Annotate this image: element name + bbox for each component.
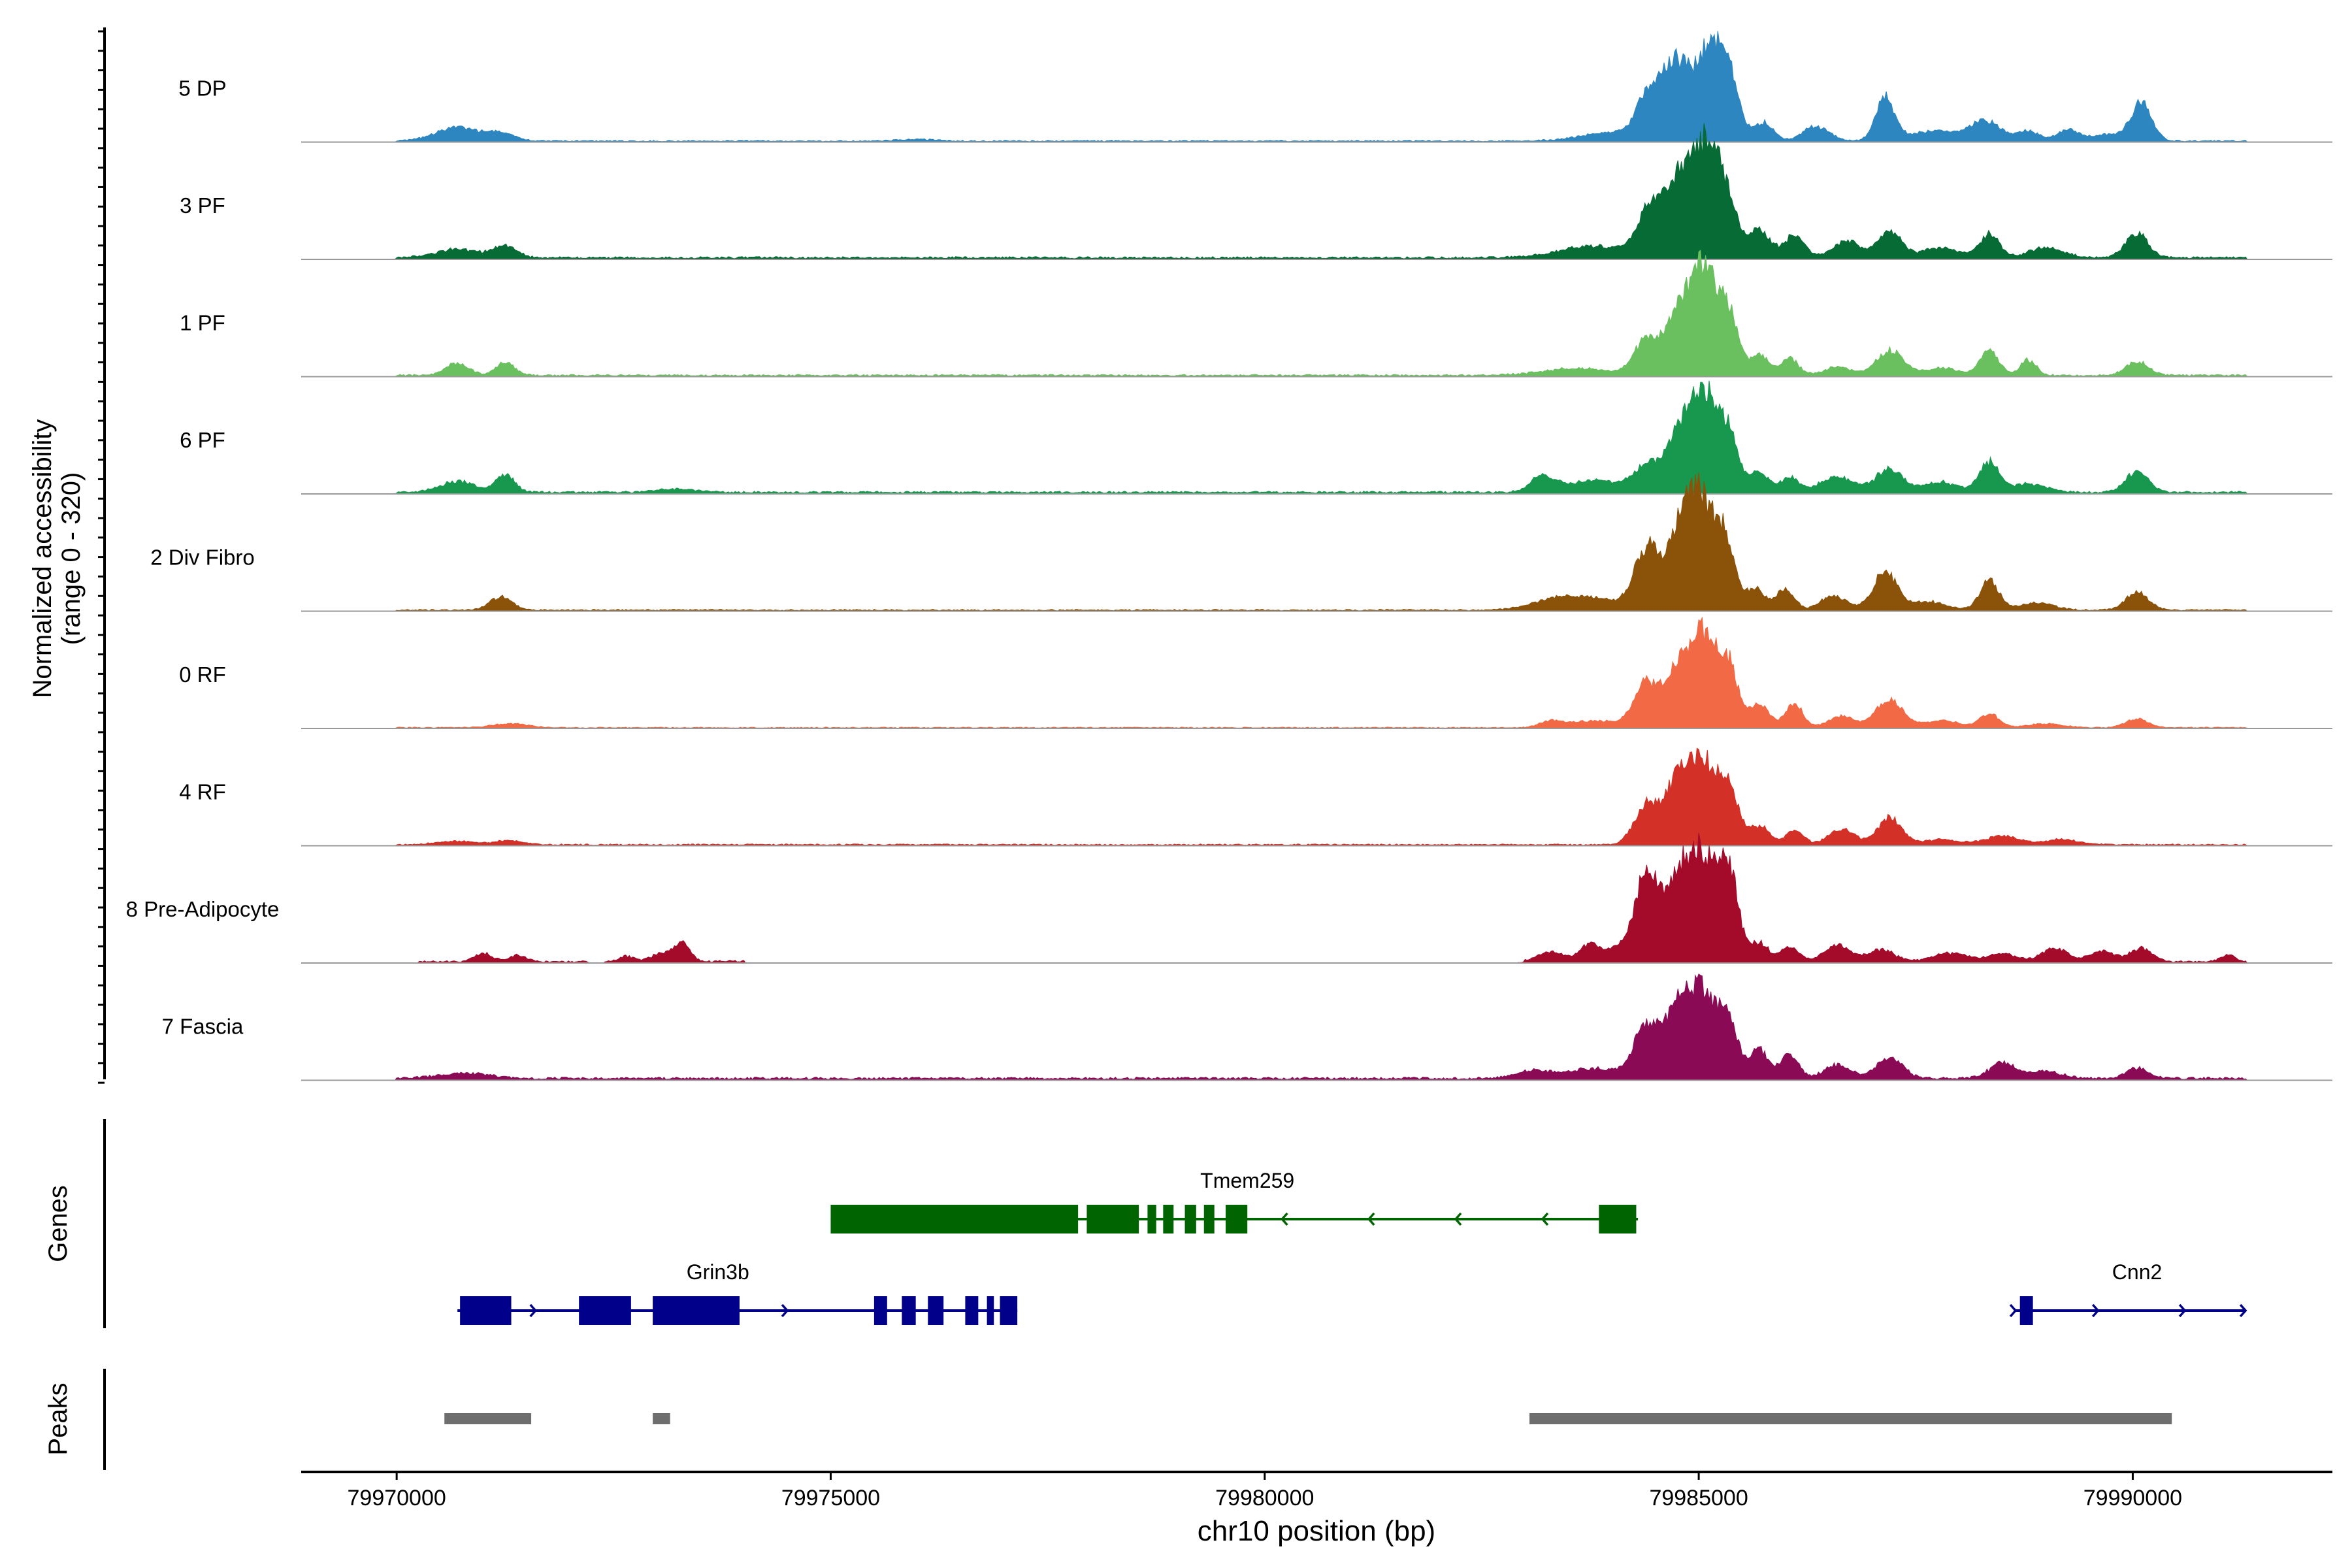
gene-exon: [1000, 1296, 1018, 1325]
gene-exon: [965, 1296, 979, 1325]
coverage-area: [301, 616, 2332, 729]
x-axis-label: chr10 position (bp): [1198, 1515, 1435, 1547]
peaks-panel: Peaks: [44, 1369, 2172, 1470]
peak-region: [653, 1413, 670, 1424]
strand-arrow: [2178, 1303, 2187, 1318]
gene-exon: [1225, 1205, 1248, 1233]
gene-grin3b: Grin3b: [457, 1260, 1018, 1325]
coverage-y-axis: [98, 27, 106, 1084]
track-0-rf: 0 RF: [179, 616, 2332, 729]
strand-arrow: [1454, 1212, 1462, 1226]
gene-exon: [987, 1296, 994, 1325]
track-8-pre-adipocyte: 8 Pre-Adipocyte: [126, 832, 2332, 964]
track-5-dp: 5 DP: [178, 31, 2332, 143]
gene-exon: [1599, 1205, 1637, 1233]
y-axis-range-label: (range 0 - 320): [57, 472, 86, 645]
coverage-area: [301, 123, 2332, 260]
track-7-fascia: 7 Fascia: [162, 973, 2332, 1081]
gene-exon: [1184, 1205, 1196, 1233]
track-label: 2 Div Fibro: [150, 546, 255, 570]
gene-exon: [460, 1296, 512, 1325]
track-label: 8 Pre-Adipocyte: [126, 897, 280, 921]
gene-label: Tmem259: [1200, 1169, 1294, 1192]
track-label: 4 RF: [179, 780, 226, 804]
x-tick-label: 79980000: [1215, 1486, 1314, 1511]
coverage-area: [301, 472, 2332, 612]
gene-label: Grin3b: [687, 1260, 749, 1284]
strand-arrow: [2239, 1303, 2247, 1318]
peak-region: [1529, 1413, 2172, 1424]
strand-arrow: [1541, 1212, 1549, 1226]
track-6-pf: 6 PF: [180, 380, 2332, 495]
strand-arrow: [1281, 1212, 1288, 1226]
coverage-area: [301, 832, 2332, 964]
gene-exon: [830, 1205, 1079, 1233]
track-4-rf: 4 RF: [179, 747, 2332, 847]
coverage-tracks: 5 DP 3 PF 1 PF 6 PF 2 Div Fibro 0 RF 4 RF 8 Pre…: [126, 31, 2332, 1081]
gene-exon: [928, 1296, 944, 1325]
gene-exon: [653, 1296, 740, 1325]
track-3-pf: 3 PF: [180, 123, 2332, 260]
track-2-div-fibro: 2 Div Fibro: [150, 472, 2332, 612]
strand-arrow: [1367, 1212, 1375, 1226]
gene-label: Cnn2: [2112, 1260, 2163, 1284]
coverage-area: [301, 747, 2332, 846]
gene-tmem259: Tmem259: [830, 1169, 1639, 1233]
coverage-area: [301, 31, 2332, 142]
genes-panel: Genes Tmem259 Grin3b Cnn2: [44, 1119, 2247, 1328]
strand-arrow: [2091, 1303, 2100, 1318]
gene-exon: [902, 1296, 916, 1325]
strand-arrow: [598, 1303, 607, 1318]
strand-arrow: [2009, 1303, 2017, 1318]
strand-arrow: [781, 1303, 789, 1318]
genes-label: Genes: [44, 1185, 73, 1262]
x-tick-label: 79990000: [2083, 1486, 2182, 1511]
x-tick-label: 79985000: [1649, 1486, 1748, 1511]
gene-exon: [1203, 1205, 1215, 1233]
track-1-pf: 1 PF: [180, 250, 2332, 378]
gene-exon: [1163, 1205, 1174, 1233]
x-tick-label: 79975000: [781, 1486, 880, 1511]
gene-exon: [1147, 1205, 1156, 1233]
track-label: 7 Fascia: [162, 1015, 244, 1039]
track-label: 6 PF: [180, 428, 225, 452]
track-label: 5 DP: [178, 76, 226, 101]
gene-cnn2: Cnn2: [2009, 1260, 2247, 1325]
track-label: 0 RF: [179, 662, 226, 687]
strand-arrow: [529, 1303, 538, 1318]
gene-exon: [874, 1296, 887, 1325]
x-axis: 79970000 79975000 79980000 79985000 79990000…: [301, 1471, 2332, 1547]
coverage-area: [301, 380, 2332, 495]
coverage-area: [301, 250, 2332, 377]
track-label: 1 PF: [180, 311, 225, 335]
track-label: 3 PF: [180, 193, 225, 218]
x-tick-label: 79970000: [348, 1486, 446, 1511]
gene-exon: [1086, 1205, 1139, 1233]
peaks-label: Peaks: [44, 1382, 73, 1455]
coverage-area: [301, 973, 2332, 1081]
y-axis-label: Normalized accessibility: [28, 419, 57, 698]
peak-region: [444, 1413, 532, 1424]
gene-exon: [2019, 1296, 2033, 1325]
